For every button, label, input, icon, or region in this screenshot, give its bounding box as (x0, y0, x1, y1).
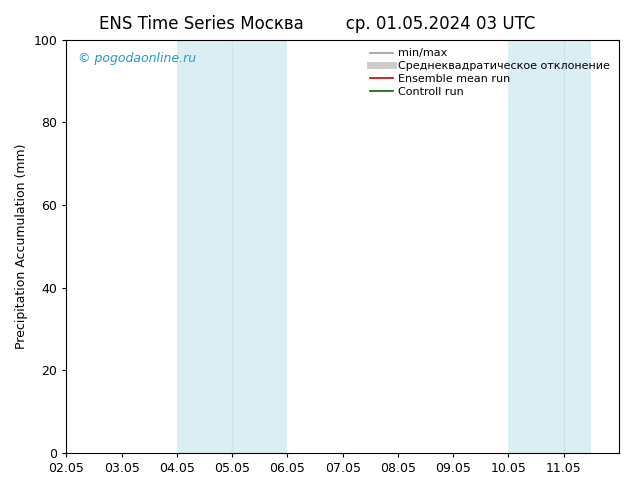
Y-axis label: Precipitation Accumulation (mm): Precipitation Accumulation (mm) (15, 144, 28, 349)
Text: ENS Time Series Москва        ср. 01.05.2024 03 UTC: ENS Time Series Москва ср. 01.05.2024 03… (99, 15, 535, 33)
Bar (508, 40, 592, 453)
Text: © pogodaonline.ru: © pogodaonline.ru (77, 52, 196, 65)
Bar (177, 40, 287, 453)
Legend: min/max, Среднеквадратическое отклонение, Ensemble mean run, Controll run: min/max, Среднеквадратическое отклонение… (366, 44, 614, 101)
